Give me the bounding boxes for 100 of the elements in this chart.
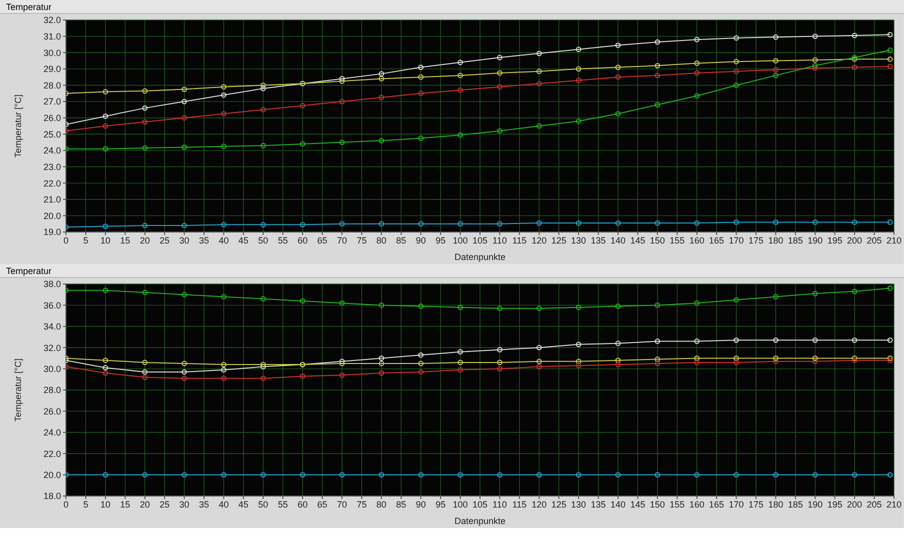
point [852, 337, 858, 343]
point [221, 144, 226, 150]
point [773, 358, 778, 364]
point [654, 220, 660, 226]
point [694, 356, 700, 361]
x-tick-label: 195 [827, 235, 842, 246]
point [260, 142, 266, 148]
point [887, 47, 893, 53]
point [339, 76, 345, 82]
x-tick-label: 130 [571, 499, 586, 510]
x-tick-label: 105 [472, 235, 488, 246]
point [418, 304, 424, 309]
point [339, 98, 345, 104]
point [887, 64, 893, 70]
point [458, 360, 463, 366]
x-tick-label: 80 [376, 499, 386, 510]
x-tick-label: 20 [140, 235, 150, 246]
x-tick-label: 55 [278, 235, 288, 246]
point [221, 367, 226, 373]
point [734, 82, 739, 88]
x-tick-label: 135 [590, 235, 606, 246]
point [378, 71, 384, 77]
x-tick-label: 100 [452, 499, 468, 510]
point [182, 98, 187, 104]
point [536, 344, 542, 350]
point [102, 123, 108, 129]
x-tick-label: 65 [317, 499, 328, 510]
point [102, 365, 108, 370]
point [887, 472, 893, 478]
y-axis-title: Temperatur [°C] [13, 94, 24, 158]
point [418, 369, 424, 375]
point [887, 337, 893, 343]
x-tick-label: 155 [670, 235, 685, 246]
x-tick-label: 25 [160, 235, 170, 246]
point [773, 337, 778, 343]
x-tick-label: 110 [492, 499, 507, 510]
x-tick-label: 115 [512, 499, 527, 510]
x-tick-label: 145 [630, 499, 646, 510]
point [615, 362, 621, 368]
x-tick-label: 30 [179, 499, 190, 510]
point [615, 304, 621, 309]
point [734, 472, 739, 478]
x-tick-label: 140 [610, 499, 626, 510]
x-tick-label: 85 [396, 499, 406, 510]
x-tick-label: 15 [120, 499, 130, 510]
point [694, 93, 700, 99]
point [418, 90, 424, 96]
x-tick-label: 30 [179, 235, 190, 246]
y-tick-label: 27.0 [43, 96, 61, 107]
point [576, 46, 582, 52]
point [458, 87, 463, 93]
point [615, 74, 621, 80]
point [418, 360, 424, 366]
x-tick-label: 140 [610, 235, 626, 246]
point [497, 472, 502, 478]
point [654, 102, 660, 108]
point [339, 221, 345, 227]
x-tick-label: 185 [788, 499, 803, 510]
x-tick-label: 0 [63, 235, 69, 246]
point [536, 80, 542, 86]
point [887, 356, 893, 361]
point [221, 294, 226, 300]
x-tick-label: 205 [866, 235, 882, 246]
point [339, 140, 345, 146]
point [497, 306, 502, 312]
x-tick-label: 190 [808, 235, 823, 246]
x-tick-label: 75 [356, 235, 367, 246]
point [378, 302, 384, 308]
point [300, 298, 306, 304]
point [458, 367, 463, 373]
point [615, 358, 621, 364]
point [182, 292, 187, 298]
point [576, 342, 582, 348]
point [142, 88, 148, 94]
y-tick-label: 32.0 [43, 15, 61, 26]
point [458, 349, 463, 355]
point [773, 58, 778, 64]
point [102, 114, 108, 119]
point [102, 358, 108, 364]
point [221, 111, 226, 116]
y-tick-label: 32.0 [43, 342, 61, 353]
point [260, 376, 266, 382]
point [734, 68, 739, 74]
y-tick-label: 38.0 [43, 279, 61, 290]
x-tick-label: 40 [218, 235, 229, 246]
point [812, 358, 818, 364]
point [812, 34, 818, 40]
point [576, 304, 582, 310]
x-tick-label: 35 [198, 235, 210, 246]
x-tick-label: 180 [768, 499, 784, 510]
y-tick-label: 23.0 [43, 162, 61, 172]
point [536, 358, 542, 364]
x-tick-label: 205 [866, 499, 882, 510]
point [260, 472, 266, 478]
point [300, 222, 306, 228]
point [887, 220, 893, 225]
point [734, 356, 739, 361]
point [734, 360, 739, 366]
point [182, 222, 187, 228]
point [260, 86, 266, 92]
